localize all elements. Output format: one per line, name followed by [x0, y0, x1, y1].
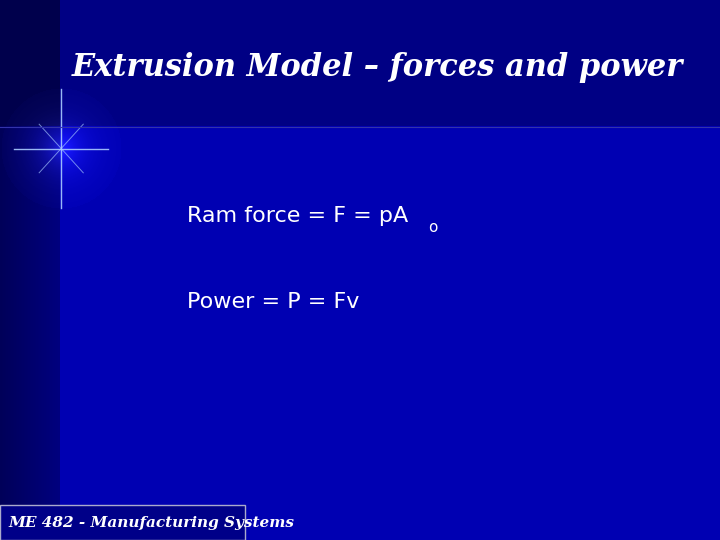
Text: Ram force = F = pA: Ram force = F = pA — [187, 206, 408, 226]
FancyBboxPatch shape — [0, 505, 245, 540]
Text: Extrusion Model – forces and power: Extrusion Model – forces and power — [72, 52, 683, 83]
Text: o: o — [428, 220, 438, 235]
Text: ME 482 - Manufacturing Systems: ME 482 - Manufacturing Systems — [9, 516, 294, 530]
Text: Power = P = Fv: Power = P = Fv — [187, 292, 359, 313]
